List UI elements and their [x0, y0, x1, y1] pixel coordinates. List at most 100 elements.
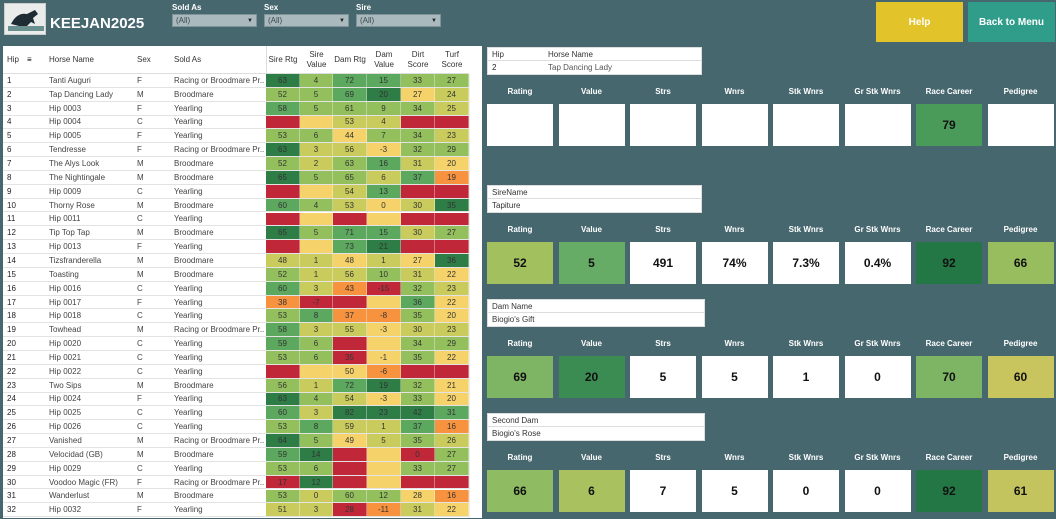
- column-header-sold-as[interactable]: Sold As: [170, 46, 266, 74]
- sex-dropdown[interactable]: (All) ▼: [264, 14, 349, 27]
- cell-horse-name: Hip 0005: [49, 131, 82, 141]
- cell-hip: 7: [7, 159, 12, 169]
- table-row[interactable]: 2 Tap Dancing Lady M Broodmare 52 5 69 20 27 24: [3, 87, 469, 102]
- cell-sire-value: 1: [300, 254, 333, 267]
- cell-dirt-score: [401, 212, 435, 226]
- metric-label: Wnrs: [724, 225, 745, 234]
- table-row[interactable]: 1 Tanti Auguri F Racing or Broodmare Pr.. 63…: [3, 74, 469, 88]
- table-row[interactable]: 3 Hip 0003 F Yearling 58 5 61 9 34 25: [3, 101, 469, 116]
- table-row[interactable]: 28 Velocidad (GB) M Broodmare 59 14 0 27: [3, 447, 469, 462]
- column-header-sire-value[interactable]: Sire Value: [300, 46, 333, 74]
- cell-dam-rtg: 50: [333, 364, 367, 378]
- column-header-sex[interactable]: Sex: [133, 46, 170, 74]
- cell-dam-value: -15: [367, 281, 401, 295]
- cell-horse-name: Hip 0003: [49, 103, 82, 113]
- table-row[interactable]: 14 Tizsfranderella M Broodmare 48 1 48 1 27 36: [3, 254, 469, 268]
- table-row[interactable]: 26 Hip 0026 C Yearling 53 8 59 1 37 16: [3, 420, 469, 435]
- table-row[interactable]: 18 Hip 0018 C Yearling 53 8 37 -8 35 20: [3, 309, 469, 324]
- table-row[interactable]: 8 The Nightingale M Broodmare 65 5 65 6 37 19: [3, 170, 469, 185]
- cell-dam-value: 12: [367, 489, 401, 503]
- back-to-menu-button[interactable]: Back to Menu: [968, 2, 1055, 42]
- cell-hip: 32: [7, 505, 16, 515]
- metric-label: Pedigree: [1003, 453, 1038, 462]
- cell-dam-rtg: [333, 475, 367, 489]
- table-row[interactable]: 7 The Alys Look M Broodmare 52 2 63 16 31 20: [3, 157, 469, 171]
- table-row[interactable]: 23 Two Sips M Broodmare 56 1 72 19 32 21: [3, 378, 469, 393]
- column-header-dam-value[interactable]: Dam Value: [367, 46, 401, 74]
- table-row[interactable]: 6 Tendresse F Racing or Broodmare Pr.. 63 3 56…: [3, 143, 469, 158]
- table-row[interactable]: 32 Hip 0032 F Yearling 51 3 28 -11 31 22: [3, 503, 469, 518]
- table-row[interactable]: 19 Towhead M Racing or Broodmare Pr.. 58 3 55-…: [3, 323, 469, 338]
- table-row[interactable]: 29 Hip 0029 C Yearling 53 6 33 27: [3, 461, 469, 476]
- sold-as-dropdown[interactable]: (All) ▼: [172, 14, 257, 27]
- table-row[interactable]: 27 Vanished M Racing or Broodmare Pr.. 64 5 49…: [3, 434, 469, 448]
- scrollbar[interactable]: [469, 74, 482, 518]
- cell-dam-rtg: 63: [333, 157, 367, 170]
- column-header-horse-name[interactable]: Horse Name: [45, 46, 133, 74]
- sire-dropdown[interactable]: (All) ▼: [356, 14, 441, 27]
- table-row[interactable]: 24 Hip 0024 F Yearling 63 4 54 -3 33 20: [3, 392, 469, 407]
- cell-dam-value: 15: [367, 226, 401, 240]
- cell-sire-rtg: [266, 364, 300, 378]
- column-header-dam-rtg[interactable]: Dam Rtg: [333, 46, 367, 74]
- table-row[interactable]: 31 Wanderlust M Broodmare 53 0 60 12 28 16: [3, 489, 469, 504]
- cell-sire-value: 5: [300, 170, 333, 184]
- table-row[interactable]: 22 Hip 0022 C Yearling 50 -6: [3, 364, 469, 379]
- metric-label: Value: [581, 87, 602, 96]
- cell-dirt-score: 35: [401, 434, 435, 447]
- cell-dam-value: 10: [367, 267, 401, 281]
- cell-dam-value: 1: [367, 254, 401, 267]
- cell-sold-as: Yearling: [174, 242, 203, 252]
- cell-sex: M: [137, 172, 144, 182]
- cell-sold-as: Broodmare: [174, 269, 214, 279]
- cell-sold-as: Yearling: [174, 352, 203, 362]
- cell-dam-rtg: 55: [333, 323, 367, 337]
- table-row[interactable]: 30 Voodoo Magic (FR) F Racing or Broodmare …: [3, 475, 469, 490]
- cell-sold-as: Yearling: [174, 103, 203, 113]
- dam-metric-wnrs: 5: [701, 356, 768, 398]
- help-button[interactable]: Help: [876, 2, 963, 42]
- cell-sire-rtg: 52: [266, 267, 300, 281]
- table-row[interactable]: 12 Tip Top Tap M Broodmare 65 5 71 15 30 27: [3, 226, 469, 241]
- table-row[interactable]: 15 Toasting M Broodmare 52 1 56 10 31 22: [3, 267, 469, 282]
- dam-metric-pedigree: 60: [987, 356, 1054, 398]
- cell-hip: 10: [7, 200, 16, 210]
- table-row[interactable]: 5 Hip 0005 F Yearling 53 6 44 7 34 23: [3, 129, 469, 144]
- column-header-hip[interactable]: Hip: [3, 46, 45, 74]
- column-header-turf-score[interactable]: Turf Score: [435, 46, 469, 74]
- table-row[interactable]: 10 Thorny Rose M Broodmare 60 4 53 0 30 35: [3, 198, 469, 213]
- cell-sire-rtg: 51: [266, 503, 300, 517]
- column-header-dirt-score[interactable]: Dirt Score: [401, 46, 435, 74]
- cell-dirt-score: 34: [401, 129, 435, 143]
- second-dam-name-box: Second Dam Biogio's Rose: [487, 413, 705, 441]
- cell-sex: M: [137, 255, 144, 265]
- cell-dam-value: -3: [367, 143, 401, 157]
- metric-label: Race Career: [925, 453, 973, 462]
- cell-horse-name: Hip 0018: [49, 311, 82, 321]
- cell-sold-as: Yearling: [174, 339, 203, 349]
- cell-sold-as: Yearling: [174, 366, 203, 376]
- second-dam-metric-value: 6: [558, 470, 625, 512]
- table-row[interactable]: 16 Hip 0016 C Yearling 60 3 43 -15 32 23: [3, 281, 469, 296]
- cell-dam-value: [367, 447, 401, 461]
- table-row[interactable]: 17 Hip 0017 F Yearling 38 -7 36 22: [3, 295, 469, 310]
- cell-dam-rtg: [333, 461, 367, 475]
- sort-icon[interactable]: ≡: [27, 55, 32, 64]
- cell-sire-rtg: [266, 240, 300, 254]
- dropdown-arrow-icon: ▼: [431, 17, 437, 24]
- cell-sire-value: 1: [300, 267, 333, 281]
- table-row[interactable]: 20 Hip 0020 C Yearling 59 6 34 29: [3, 337, 469, 351]
- cell-sire-rtg: 60: [266, 406, 300, 420]
- cell-dam-value: 20: [367, 87, 401, 101]
- column-header-sire-rtg[interactable]: Sire Rtg: [266, 46, 300, 74]
- cell-dirt-score: 31: [401, 157, 435, 170]
- cell-sold-as: Yearling: [174, 311, 203, 321]
- cell-hip: 15: [7, 269, 16, 279]
- table-row[interactable]: 13 Hip 0013 F Yearling 73 21: [3, 240, 469, 255]
- table-row[interactable]: 9 Hip 0009 C Yearling 54 13: [3, 184, 469, 199]
- table-row[interactable]: 4 Hip 0004 C Yearling 53 4: [3, 115, 469, 130]
- cell-dirt-score: 42: [401, 406, 435, 420]
- table-row[interactable]: 11 Hip 0011 C Yearling: [3, 212, 469, 227]
- table-row[interactable]: 21 Hip 0021 C Yearling 53 6 35 -1 35 22: [3, 351, 469, 365]
- table-row[interactable]: 25 Hip 0025 C Yearling 60 3 82 23 42 31: [3, 406, 469, 421]
